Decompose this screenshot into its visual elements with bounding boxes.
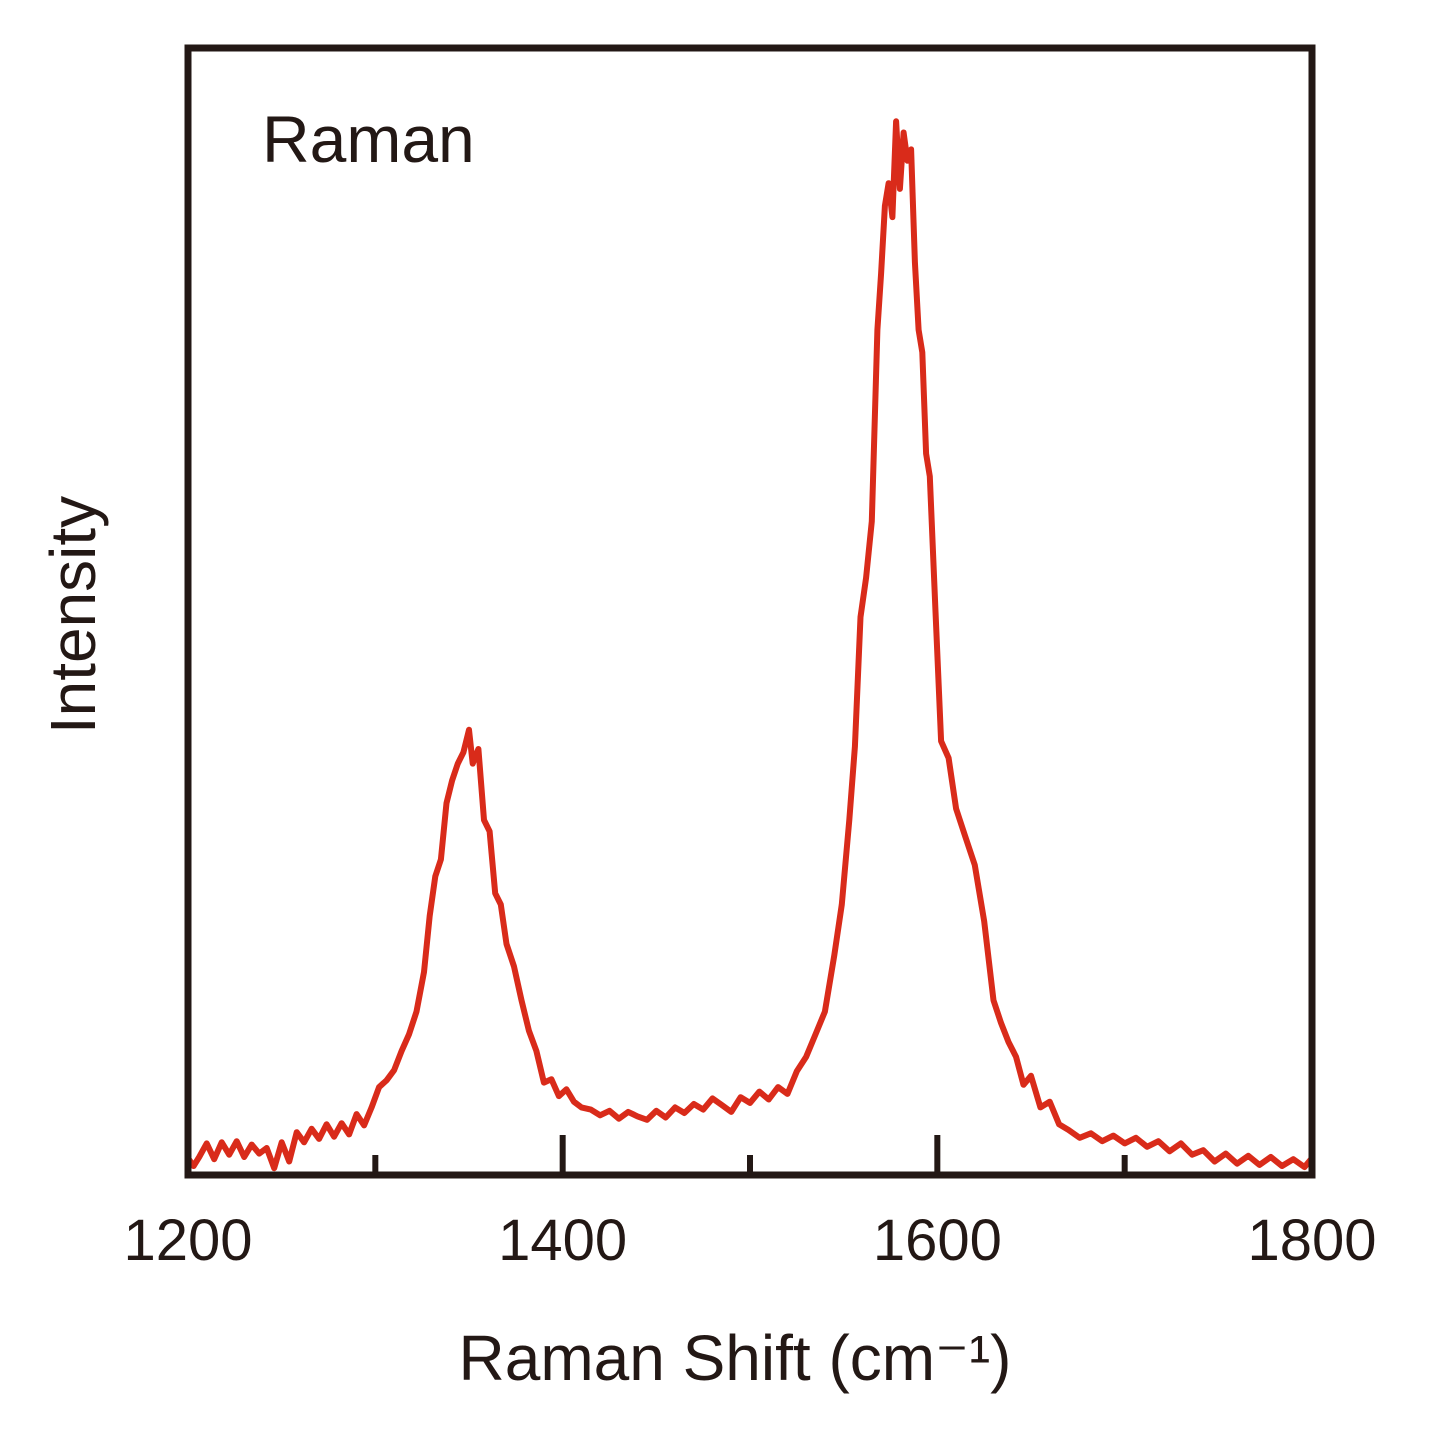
x-tick-label: 1200 xyxy=(123,1208,252,1273)
y-axis-label: Intensity xyxy=(37,496,109,734)
plot-area xyxy=(188,118,1312,1172)
x-tick-label: 1400 xyxy=(498,1208,627,1273)
spectrum-line xyxy=(188,118,1312,1172)
chart-title: Raman xyxy=(262,102,475,176)
x-axis-label: Raman Shift (cm⁻¹) xyxy=(459,1322,1012,1394)
plot-frame xyxy=(184,44,1316,1179)
x-tick-label: 1800 xyxy=(1247,1208,1376,1273)
x-tick-label: 1600 xyxy=(873,1208,1002,1273)
